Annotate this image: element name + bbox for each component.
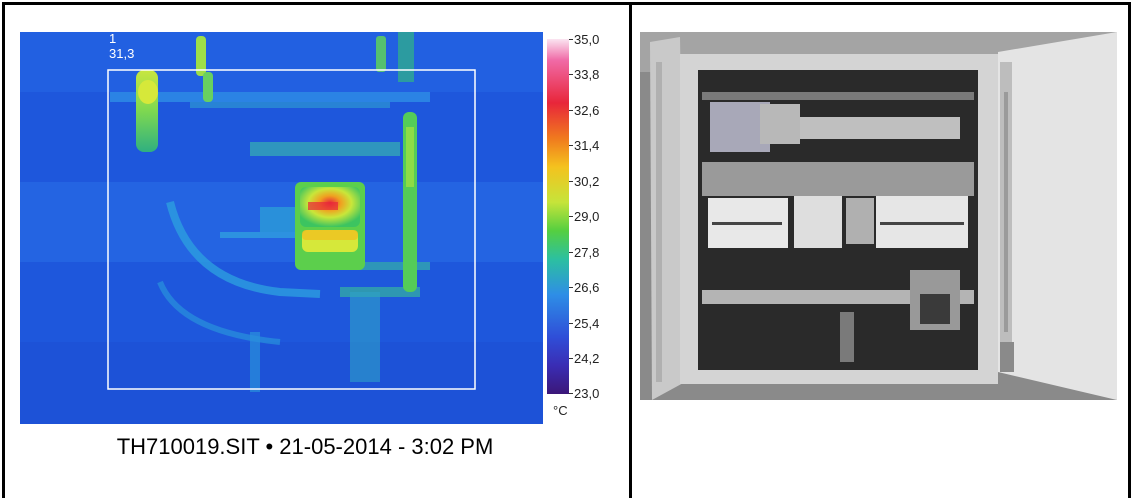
scale-label: 35,0 xyxy=(574,32,600,47)
scale-label: 25,4 xyxy=(574,316,600,331)
marker-index-label: 1 xyxy=(109,32,117,46)
thermal-image-graphic xyxy=(20,32,543,424)
scale-unit: °C xyxy=(553,403,568,418)
scale-label: 30,2 xyxy=(574,174,600,189)
scale-tick xyxy=(569,323,573,324)
scale-tick xyxy=(569,39,573,40)
thermal-panel: 1 31,3 35,0 33,8 32,6 31,4 30,2 29,0 27,… xyxy=(20,32,599,424)
scale-tick xyxy=(569,252,573,253)
scale-label: 27,8 xyxy=(574,245,600,260)
thermal-caption: TH710019.SIT • 21-05-2014 - 3:02 PM xyxy=(116,434,494,459)
thermal-image: 1 31,3 xyxy=(20,32,543,424)
scale-tick xyxy=(569,74,573,75)
cabinet-photo-graphic xyxy=(640,32,1117,400)
scale-tick xyxy=(569,110,573,111)
scale-label: 29,0 xyxy=(574,209,600,224)
scale-tick xyxy=(569,358,573,359)
scale-tick xyxy=(569,216,573,217)
scale-label: 26,6 xyxy=(574,280,600,295)
temperature-scale: 35,0 33,8 32,6 31,4 30,2 29,0 27,8 26,6 … xyxy=(547,33,603,425)
column-divider xyxy=(629,2,632,498)
scale-label: 31,4 xyxy=(574,138,600,153)
scale-label: 32,6 xyxy=(574,103,600,118)
scale-tick xyxy=(569,145,573,146)
scale-label: 24,2 xyxy=(574,351,600,366)
marker-value-label: 31,3 xyxy=(109,46,135,61)
scale-tick xyxy=(569,393,573,394)
cabinet-photo xyxy=(640,32,1117,400)
scale-label: 23,0 xyxy=(574,386,600,401)
scale-label: 33,8 xyxy=(574,67,600,82)
scale-tick xyxy=(569,287,573,288)
temperature-color-bar xyxy=(547,39,569,394)
scale-tick xyxy=(569,181,573,182)
